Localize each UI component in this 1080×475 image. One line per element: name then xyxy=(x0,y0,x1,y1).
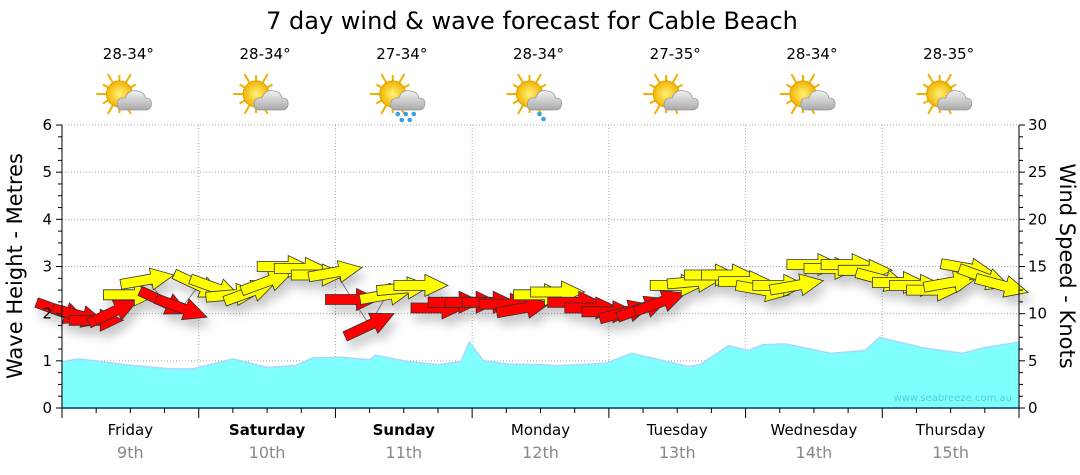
cloud xyxy=(253,90,289,111)
date-label: 10th xyxy=(249,443,286,462)
wind-arrow xyxy=(86,299,139,329)
sun-ray xyxy=(106,73,115,85)
right-tick-label: 25 xyxy=(1028,163,1047,181)
wind-arrow xyxy=(154,293,208,321)
temperature-range: 28-34° xyxy=(240,45,291,63)
right-axis-title: Wind Speed - Knots xyxy=(1055,163,1079,368)
wind-arrow xyxy=(974,273,1029,298)
sun-ray xyxy=(653,73,662,85)
day-label: Friday xyxy=(108,421,154,439)
sun-ray xyxy=(261,73,269,85)
sun-ray xyxy=(534,73,542,85)
day-label: Wednesday xyxy=(771,421,858,439)
temperature-range: 28-34° xyxy=(786,45,837,63)
rain-drop xyxy=(403,111,409,117)
weather-partly-cloudy-icon xyxy=(779,73,836,115)
day-label: Monday xyxy=(511,421,570,439)
rain-drop xyxy=(407,117,413,123)
date-label: 12th xyxy=(522,443,559,462)
date-label: 15th xyxy=(932,443,969,462)
right-tick-label: 15 xyxy=(1028,258,1047,276)
left-tick-label: 6 xyxy=(42,116,52,134)
date-label: 9th xyxy=(117,443,144,462)
left-tick-label: 3 xyxy=(42,258,52,276)
temperature-range: 28-35° xyxy=(923,45,974,63)
sun-ray xyxy=(790,103,798,115)
rain-drop xyxy=(395,111,401,117)
sun-ray xyxy=(927,73,935,85)
wind-arrow xyxy=(307,260,363,284)
date-label: 13th xyxy=(659,443,696,462)
sun-ray xyxy=(397,73,406,85)
sun-ray xyxy=(671,73,679,85)
day-label: Tuesday xyxy=(646,421,708,439)
weather-light-showers-icon xyxy=(506,73,563,122)
watermark: www.seabreeze.com.au xyxy=(894,393,1012,404)
chart-title: 7 day wind & wave forecast for Cable Bea… xyxy=(266,7,798,35)
cloud xyxy=(116,90,152,111)
left-axis-title: Wave Height - Metres xyxy=(3,153,27,379)
temperature-range: 27-34° xyxy=(376,45,427,63)
right-tick-label: 10 xyxy=(1028,305,1047,323)
weather-showers-icon xyxy=(369,73,426,123)
sun-ray xyxy=(927,103,935,115)
cloud xyxy=(663,90,699,111)
sun-ray xyxy=(790,73,798,85)
cloud xyxy=(937,90,973,111)
wind-arrow xyxy=(119,267,175,291)
sun-ray xyxy=(380,103,388,115)
weather-partly-cloudy-icon xyxy=(233,73,289,115)
cloud xyxy=(526,90,563,111)
cloud xyxy=(800,90,836,111)
right-tick-label: 5 xyxy=(1028,352,1038,370)
rain-drop xyxy=(537,111,542,117)
wind-arrow xyxy=(239,269,294,297)
wind-arrow xyxy=(393,273,449,298)
wind-arrow xyxy=(495,295,551,319)
rain-drop xyxy=(411,111,417,117)
left-tick-label: 0 xyxy=(42,399,52,417)
wind-arrow xyxy=(768,273,825,297)
left-tick-label: 4 xyxy=(42,210,52,228)
sun-ray xyxy=(944,73,953,85)
wave-height-area xyxy=(61,336,1020,409)
left-tick-label: 2 xyxy=(42,305,52,323)
cloud xyxy=(390,90,426,111)
wind-arrow xyxy=(342,312,395,342)
sun-ray xyxy=(124,73,132,85)
right-tick-label: 20 xyxy=(1028,210,1047,228)
left-tick-label: 1 xyxy=(42,352,52,370)
temperature-range: 27-35° xyxy=(650,45,701,63)
day-label: Sunday xyxy=(373,421,436,439)
date-label: 14th xyxy=(796,443,833,462)
rain-drop xyxy=(541,116,546,122)
day-label: Thursday xyxy=(915,421,986,439)
weather-partly-cloudy-icon xyxy=(643,73,699,115)
right-tick-label: 0 xyxy=(1028,399,1038,417)
temperature-range: 28-34° xyxy=(103,45,154,63)
day-label: Saturday xyxy=(229,421,306,439)
sun-ray xyxy=(653,103,662,115)
temperature-range: 28-34° xyxy=(513,45,564,63)
wind-arrow xyxy=(922,270,979,294)
date-label: 11th xyxy=(385,443,422,462)
weather-partly-cloudy-icon xyxy=(916,73,973,115)
weather-partly-cloudy-icon xyxy=(96,73,152,115)
sun-ray xyxy=(517,103,525,115)
left-tick-label: 5 xyxy=(42,163,52,181)
sun-ray xyxy=(243,103,251,115)
sun-ray xyxy=(808,73,816,85)
sun-ray xyxy=(517,73,525,85)
rain-drop xyxy=(399,117,405,123)
sun-ray xyxy=(380,73,388,85)
right-tick-label: 30 xyxy=(1028,116,1047,134)
sun-ray xyxy=(243,73,251,85)
wind-arrow xyxy=(632,290,687,317)
sun-ray xyxy=(106,103,115,115)
